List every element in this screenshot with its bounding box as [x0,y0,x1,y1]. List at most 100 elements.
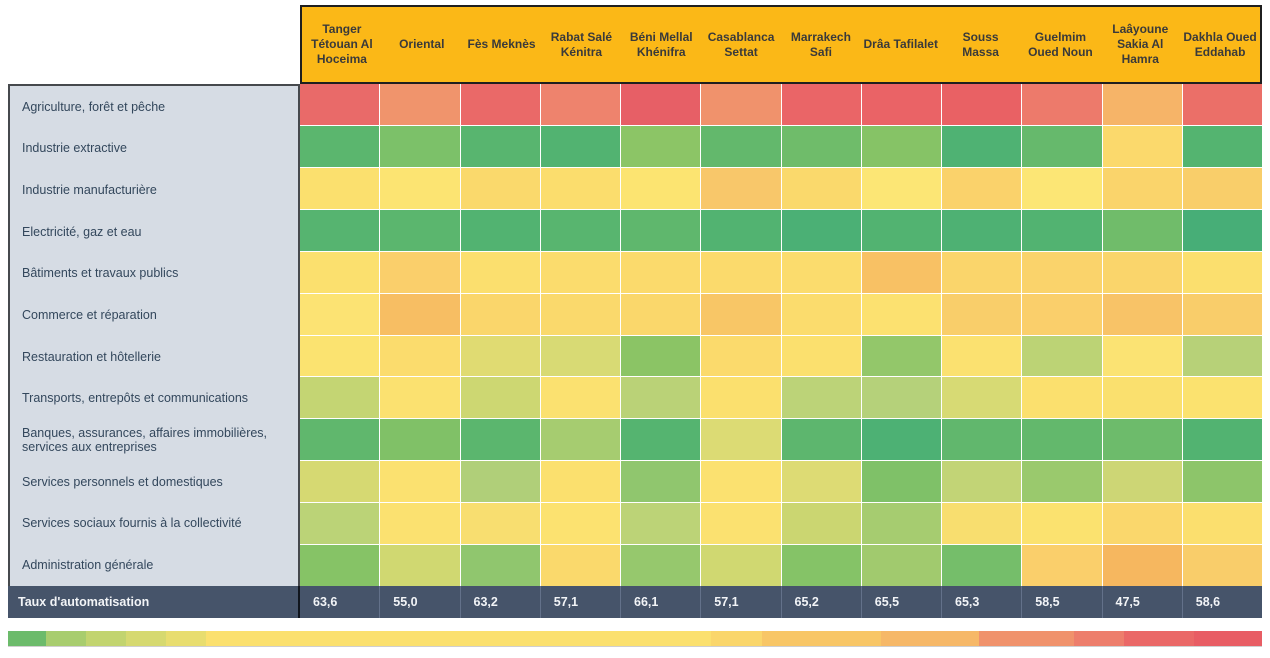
heatmap-cell [701,503,781,545]
heatmap-cell [380,209,460,251]
heatmap-cell [861,419,941,461]
heatmap-cell [781,209,861,251]
legend-segment [1073,631,1124,646]
legend-segment [761,631,881,646]
heatmap-cell [1022,503,1102,545]
table-body: Agriculture, forêt et pêche Industrie ext… [8,84,1262,586]
legend-segment [206,631,712,646]
legend-segment [45,631,86,646]
heatmap-cell [781,335,861,377]
heatmap-cell [540,503,620,545]
heatmap-cell [380,251,460,293]
heatmap-cell [1182,209,1262,251]
heatmap-cell [300,419,380,461]
row-label: Bâtiments et travaux publics [22,266,179,281]
heatmap-cell [621,461,701,503]
automation-rate-value: 63,2 [459,586,540,618]
heatmap-cell [300,125,380,167]
heatmap-cell [701,84,781,125]
heatmap-cell [861,167,941,209]
heatmap-cell [621,377,701,419]
heatmap-cell [380,503,460,545]
row-label: Services sociaux fournis à la collectivi… [22,516,242,531]
heatmap-cell [621,251,701,293]
heatmap-cell [701,167,781,209]
row-label: Commerce et réparation [22,307,157,322]
legend-segment [165,631,207,646]
heatmap-cell [781,251,861,293]
heatmap-cell [861,461,941,503]
heatmap-cell [540,419,620,461]
heatmap-cell [942,503,1022,545]
heatmap-cell [460,503,540,545]
heatmap-cell [781,293,861,335]
heatmap-cell [942,335,1022,377]
automation-rate-value: 55,0 [379,586,459,618]
heatmap-cell [300,335,380,377]
heatmap-cell [1022,293,1102,335]
automation-rate-value: 57,1 [700,586,780,618]
heatmap-cell [540,461,620,503]
row-label: Restauration et hôtellerie [22,349,161,364]
heatmap-cell [1022,209,1102,251]
heatmap-cell [300,251,380,293]
column-header: Dakhla Oued Eddahab [1183,29,1257,59]
heatmap-cell [701,377,781,419]
heatmap-grid [300,84,1262,586]
automation-rate-value: 57,1 [539,586,620,618]
heatmap-cell [540,251,620,293]
heatmap-cell [1022,419,1102,461]
column-header: Béni Mellal Khénifra [629,29,693,59]
heatmap-cell [701,209,781,251]
automation-rate-value: 66,1 [620,586,700,618]
heatmap-cell [1102,377,1182,419]
heatmap-cell [861,545,941,586]
automation-rate-value: 65,5 [860,586,941,618]
heatmap-cell [781,167,861,209]
heatmap-cell [781,545,861,586]
heatmap-cell [380,125,460,167]
heatmap-cell [1182,335,1262,377]
heatmap-cell [1182,84,1262,125]
heatmap-cell [540,209,620,251]
heatmap-cell [300,84,380,125]
legend-segment [1194,631,1262,646]
heatmap-cell [1102,545,1182,586]
heatmap-cell [621,335,701,377]
row-labels: Agriculture, forêt et pêche Industrie ext… [8,84,300,586]
heatmap-cell [1022,125,1102,167]
column-headers: Tanger Tétouan Al Hoceima Oriental Fès Mek… [300,5,1262,84]
heatmap-cell [701,251,781,293]
heatmap-cell [621,545,701,586]
heatmap-cell [942,125,1022,167]
heatmap-cell [942,84,1022,125]
heatmap-cell [460,377,540,419]
heatmap-cell [380,84,460,125]
heatmap-cell [621,125,701,167]
heatmap-cell [460,545,540,586]
heatmap-cell [460,293,540,335]
heatmap-cell [1102,209,1182,251]
heatmap-cell [781,461,861,503]
heatmap-cell [460,461,540,503]
heatmap-cell [1182,461,1262,503]
column-header: Guelmim Oued Noun [1028,29,1093,59]
automation-rate-value: 63,6 [313,595,338,609]
heatmap-cell [460,167,540,209]
heatmap-cell [540,293,620,335]
automation-rate-label: Taux d'automatisation [8,586,300,618]
legend-segment [1124,631,1195,646]
legend-segment [85,631,126,646]
heatmap-cell [540,335,620,377]
heatmap-cell [380,545,460,586]
automation-rate-value: 65,2 [780,586,861,618]
heatmap-cell [861,503,941,545]
heatmap-cell [621,167,701,209]
row-label: Industrie manufacturière [22,182,157,197]
heatmap-cell [1102,335,1182,377]
heatmap-cell [1182,125,1262,167]
color-scale-legend [8,631,1262,647]
legend-segment [711,631,762,646]
heatmap-cell [942,251,1022,293]
corner-spacer [8,5,300,84]
